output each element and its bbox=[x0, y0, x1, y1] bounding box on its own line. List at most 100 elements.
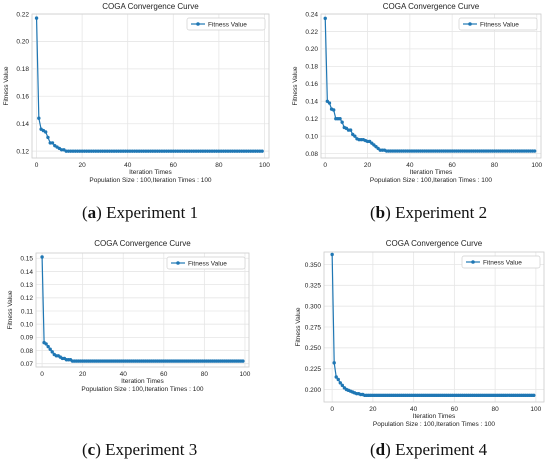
y-tick-label: 0.13 bbox=[20, 282, 33, 289]
legend: Fitness Value bbox=[186, 17, 266, 31]
x-axis-label: Iteration Times bbox=[129, 169, 172, 176]
caption-d-letter: d bbox=[375, 440, 386, 459]
y-tick-label: 0.16 bbox=[305, 81, 318, 88]
y-tick-label: 0.250 bbox=[305, 345, 322, 352]
legend-label: Fitness Value bbox=[188, 260, 227, 267]
data-point bbox=[37, 116, 41, 120]
data-point bbox=[340, 383, 345, 388]
legend-box bbox=[166, 256, 246, 270]
legend: Fitness Value bbox=[461, 255, 541, 269]
y-tick-label: 0.275 bbox=[305, 324, 322, 331]
data-point bbox=[323, 16, 327, 21]
chart-title: COGA Convergence Curve bbox=[102, 2, 199, 11]
caption-b: (b) Experiment 2 bbox=[370, 203, 488, 222]
y-tick-label: 0.22 bbox=[16, 11, 29, 18]
data-point bbox=[241, 359, 245, 363]
y-axis-label: Fitness Value bbox=[7, 290, 14, 329]
x-tick-label: 80 bbox=[491, 162, 499, 169]
x-axis-label: Iteration Times bbox=[121, 378, 164, 385]
x-tick-label: 40 bbox=[120, 371, 128, 378]
y-tick-label: 0.08 bbox=[305, 151, 318, 158]
y-tick-label: 0.24 bbox=[305, 11, 318, 18]
data-point bbox=[353, 134, 357, 138]
caption-b-letter: b bbox=[375, 203, 386, 222]
y-tick-label: 0.18 bbox=[16, 66, 29, 73]
caption-a-text: Experiment 1 bbox=[106, 203, 199, 222]
caption-b-text: Experiment 2 bbox=[395, 203, 488, 222]
y-tick-label: 0.10 bbox=[20, 321, 33, 328]
plot-area bbox=[321, 14, 541, 158]
y-tick-label: 0.16 bbox=[16, 94, 29, 101]
x-tick-label: 20 bbox=[369, 406, 377, 413]
data-point bbox=[260, 149, 264, 153]
y-axis-label: Fitness Value bbox=[295, 307, 302, 346]
legend-marker bbox=[468, 22, 472, 26]
x-axis-sublabel: Population Size : 100,Iteration Times : … bbox=[370, 177, 493, 184]
y-tick-label: 0.10 bbox=[305, 133, 318, 140]
chart-title: COGA Convergence Curve bbox=[94, 239, 191, 248]
y-axis-label: Fitness Value bbox=[292, 66, 299, 105]
legend-label: Fitness Value bbox=[208, 21, 247, 28]
caption-a-letter: a bbox=[87, 203, 97, 222]
data-point bbox=[50, 141, 55, 145]
x-tick-label: 40 bbox=[406, 162, 414, 169]
plot-area bbox=[32, 14, 269, 158]
y-tick-label: 0.14 bbox=[16, 121, 29, 128]
y-tick-label: 0.20 bbox=[16, 39, 29, 46]
x-tick-label: 20 bbox=[364, 162, 372, 169]
data-point bbox=[330, 252, 334, 257]
chart-panel-b: 0 20 40 60 80 100 0.08 0.10 0.12 0.14 0.16 0.18 0.20… bbox=[292, 2, 543, 184]
data-point bbox=[46, 135, 50, 140]
legend: Fitness Value bbox=[166, 256, 246, 270]
data-point bbox=[44, 342, 48, 346]
chart-panel-c: 0 20 40 60 80 100 0.07 0.08 0.09 0.10 0.11 0.12 0.13… bbox=[7, 239, 251, 393]
y-tick-label: 0.08 bbox=[20, 348, 33, 355]
plot-area bbox=[36, 253, 249, 367]
x-tick-label: 100 bbox=[259, 162, 270, 169]
y-tick-label: 0.200 bbox=[305, 387, 322, 394]
y-tick-label: 0.11 bbox=[21, 308, 34, 315]
y-tick-label: 0.14 bbox=[20, 269, 33, 276]
y-tick-label: 0.325 bbox=[305, 283, 322, 290]
caption-d: (d) Experiment 4 bbox=[370, 440, 488, 459]
x-axis-label: Iteration Times bbox=[413, 413, 456, 420]
legend-label: Fitness Value bbox=[480, 21, 519, 28]
data-point bbox=[532, 393, 536, 398]
data-point bbox=[532, 149, 537, 153]
x-axis-sublabel: Population Size : 100,Iteration Times : … bbox=[81, 386, 204, 393]
plot-frame bbox=[320, 13, 542, 159]
y-tick-label: 0.12 bbox=[16, 148, 29, 155]
x-tick-label: 80 bbox=[215, 162, 223, 169]
x-tick-label: 0 bbox=[40, 371, 44, 378]
legend-marker bbox=[196, 22, 200, 26]
data-point bbox=[338, 117, 342, 121]
y-tick-label: 0.350 bbox=[305, 262, 322, 269]
x-tick-label: 0 bbox=[330, 406, 334, 413]
y-tick-label: 0.14 bbox=[305, 99, 318, 106]
y-axis-label: Fitness Value bbox=[3, 66, 10, 105]
caption-c: (c) Experiment 3 bbox=[82, 440, 198, 459]
legend-marker bbox=[176, 261, 180, 265]
y-tick-label: 0.07 bbox=[20, 361, 33, 368]
y-tick-label: 0.225 bbox=[305, 366, 322, 373]
y-tick-label: 0.22 bbox=[305, 29, 318, 36]
x-tick-label: 0 bbox=[35, 162, 39, 169]
y-tick-label: 0.20 bbox=[305, 46, 318, 53]
legend-box bbox=[458, 17, 538, 31]
x-axis-sublabel: Population Size : 100,Iteration Times : … bbox=[89, 177, 212, 184]
data-point bbox=[48, 347, 52, 351]
chart-title: COGA Convergence Curve bbox=[386, 239, 483, 248]
plot-frame bbox=[323, 251, 545, 403]
plot-frame bbox=[35, 252, 250, 368]
legend: Fitness Value bbox=[458, 17, 538, 31]
y-tick-label: 0.15 bbox=[20, 256, 33, 263]
x-axis-sublabel: Population Size : 100,Iteration Times : … bbox=[373, 421, 496, 428]
x-tick-label: 20 bbox=[79, 371, 87, 378]
y-tick-label: 0.18 bbox=[305, 64, 318, 71]
x-tick-label: 100 bbox=[531, 162, 542, 169]
x-tick-label: 60 bbox=[170, 162, 178, 169]
caption-a: (a) Experiment 1 bbox=[82, 203, 199, 222]
caption-c-letter: c bbox=[87, 440, 96, 459]
